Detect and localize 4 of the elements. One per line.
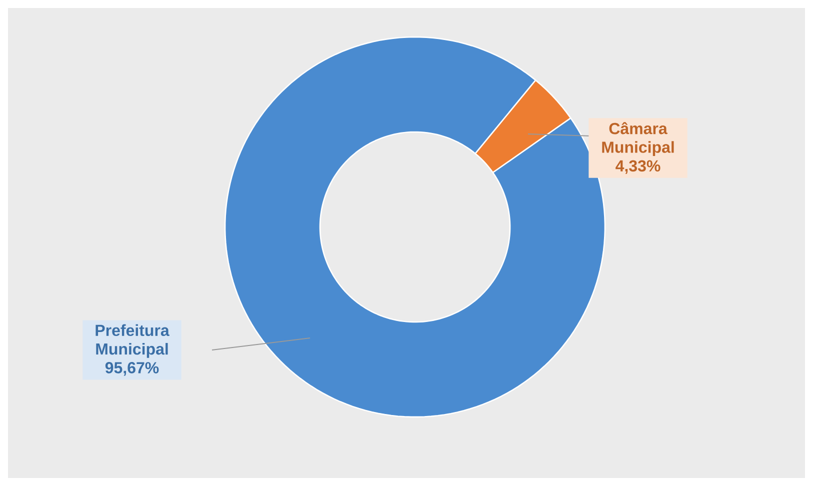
data-label: 4,33% bbox=[616, 160, 660, 174]
data-label: 95,67% bbox=[105, 362, 159, 376]
slice-label: Câmara Municipal bbox=[602, 122, 674, 156]
slice-label: Prefeitura Municipal bbox=[96, 324, 170, 358]
